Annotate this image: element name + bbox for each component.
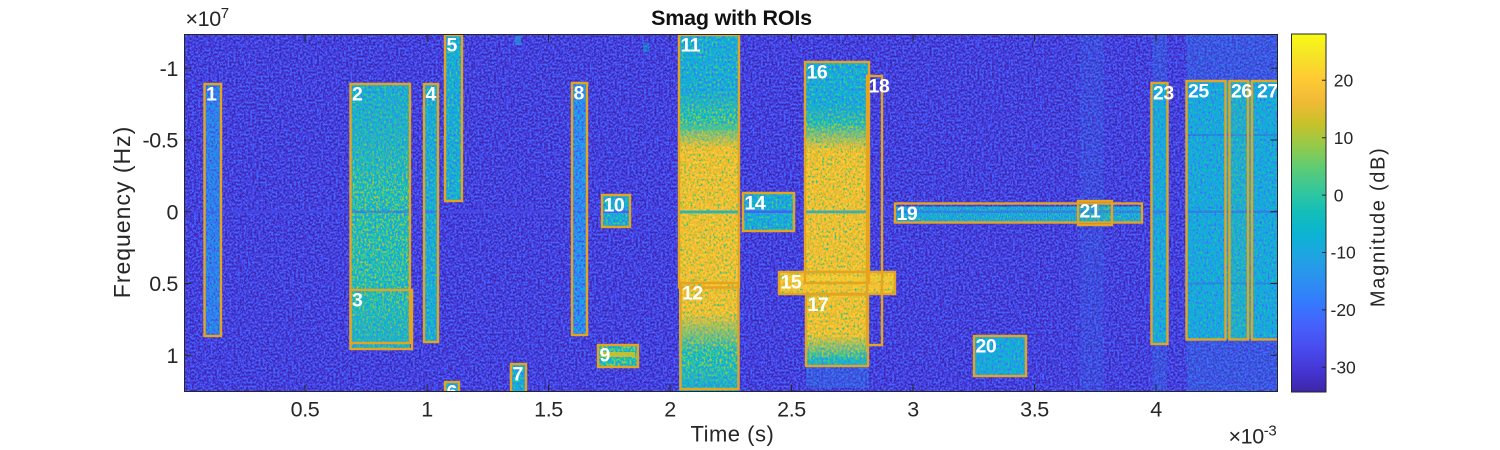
svg-text:2: 2 [352, 84, 363, 106]
svg-text:2.5: 2.5 [777, 398, 806, 422]
svg-text:9: 9 [600, 345, 611, 367]
svg-text:20: 20 [976, 336, 997, 358]
svg-text:25: 25 [1188, 81, 1209, 103]
svg-text:17: 17 [808, 294, 829, 316]
svg-text:3: 3 [907, 398, 919, 422]
svg-text:18: 18 [869, 76, 890, 98]
svg-text:-0.5: -0.5 [143, 129, 179, 153]
svg-text:0: 0 [1334, 185, 1344, 205]
svg-text:10: 10 [604, 195, 625, 217]
svg-text:1: 1 [421, 398, 433, 422]
svg-text:14: 14 [745, 193, 766, 215]
svg-text:11: 11 [681, 35, 701, 57]
svg-text:16: 16 [807, 62, 828, 84]
svg-text:Frequency (Hz): Frequency (Hz) [109, 126, 135, 298]
svg-text:-10: -10 [1331, 243, 1357, 263]
svg-text:5: 5 [447, 35, 458, 57]
svg-text:6: 6 [447, 382, 458, 404]
svg-text:12: 12 [682, 283, 703, 305]
svg-text:4: 4 [1150, 398, 1162, 422]
svg-text:3.5: 3.5 [1020, 398, 1049, 422]
svg-text:26: 26 [1231, 81, 1252, 103]
svg-text:3: 3 [352, 290, 363, 312]
svg-text:19: 19 [897, 203, 918, 225]
svg-text:20: 20 [1334, 71, 1354, 91]
svg-text:7: 7 [513, 364, 523, 386]
svg-text:23: 23 [1153, 83, 1174, 105]
svg-text:21: 21 [1080, 201, 1101, 223]
svg-text:1.5: 1.5 [534, 398, 563, 422]
svg-text:0: 0 [166, 200, 178, 224]
svg-text:4: 4 [426, 84, 437, 106]
svg-text:0.5: 0.5 [291, 398, 320, 422]
svg-text:2: 2 [664, 398, 676, 422]
svg-text:1: 1 [166, 344, 178, 368]
svg-text:27: 27 [1257, 81, 1278, 103]
svg-text:-30: -30 [1331, 358, 1357, 378]
svg-text:10: 10 [1334, 128, 1354, 148]
svg-text:0.5: 0.5 [149, 272, 178, 296]
svg-text:Time (s): Time (s) [690, 421, 774, 446]
svg-text:8: 8 [574, 83, 585, 105]
svg-text:-1: -1 [160, 57, 178, 81]
svg-text:-20: -20 [1331, 300, 1357, 320]
svg-text:Magnitude (dB): Magnitude (dB) [1367, 147, 1389, 308]
svg-text:15: 15 [781, 272, 802, 294]
svg-text:Smag with ROIs: Smag with ROIs [651, 6, 812, 30]
svg-text:1: 1 [206, 84, 217, 106]
